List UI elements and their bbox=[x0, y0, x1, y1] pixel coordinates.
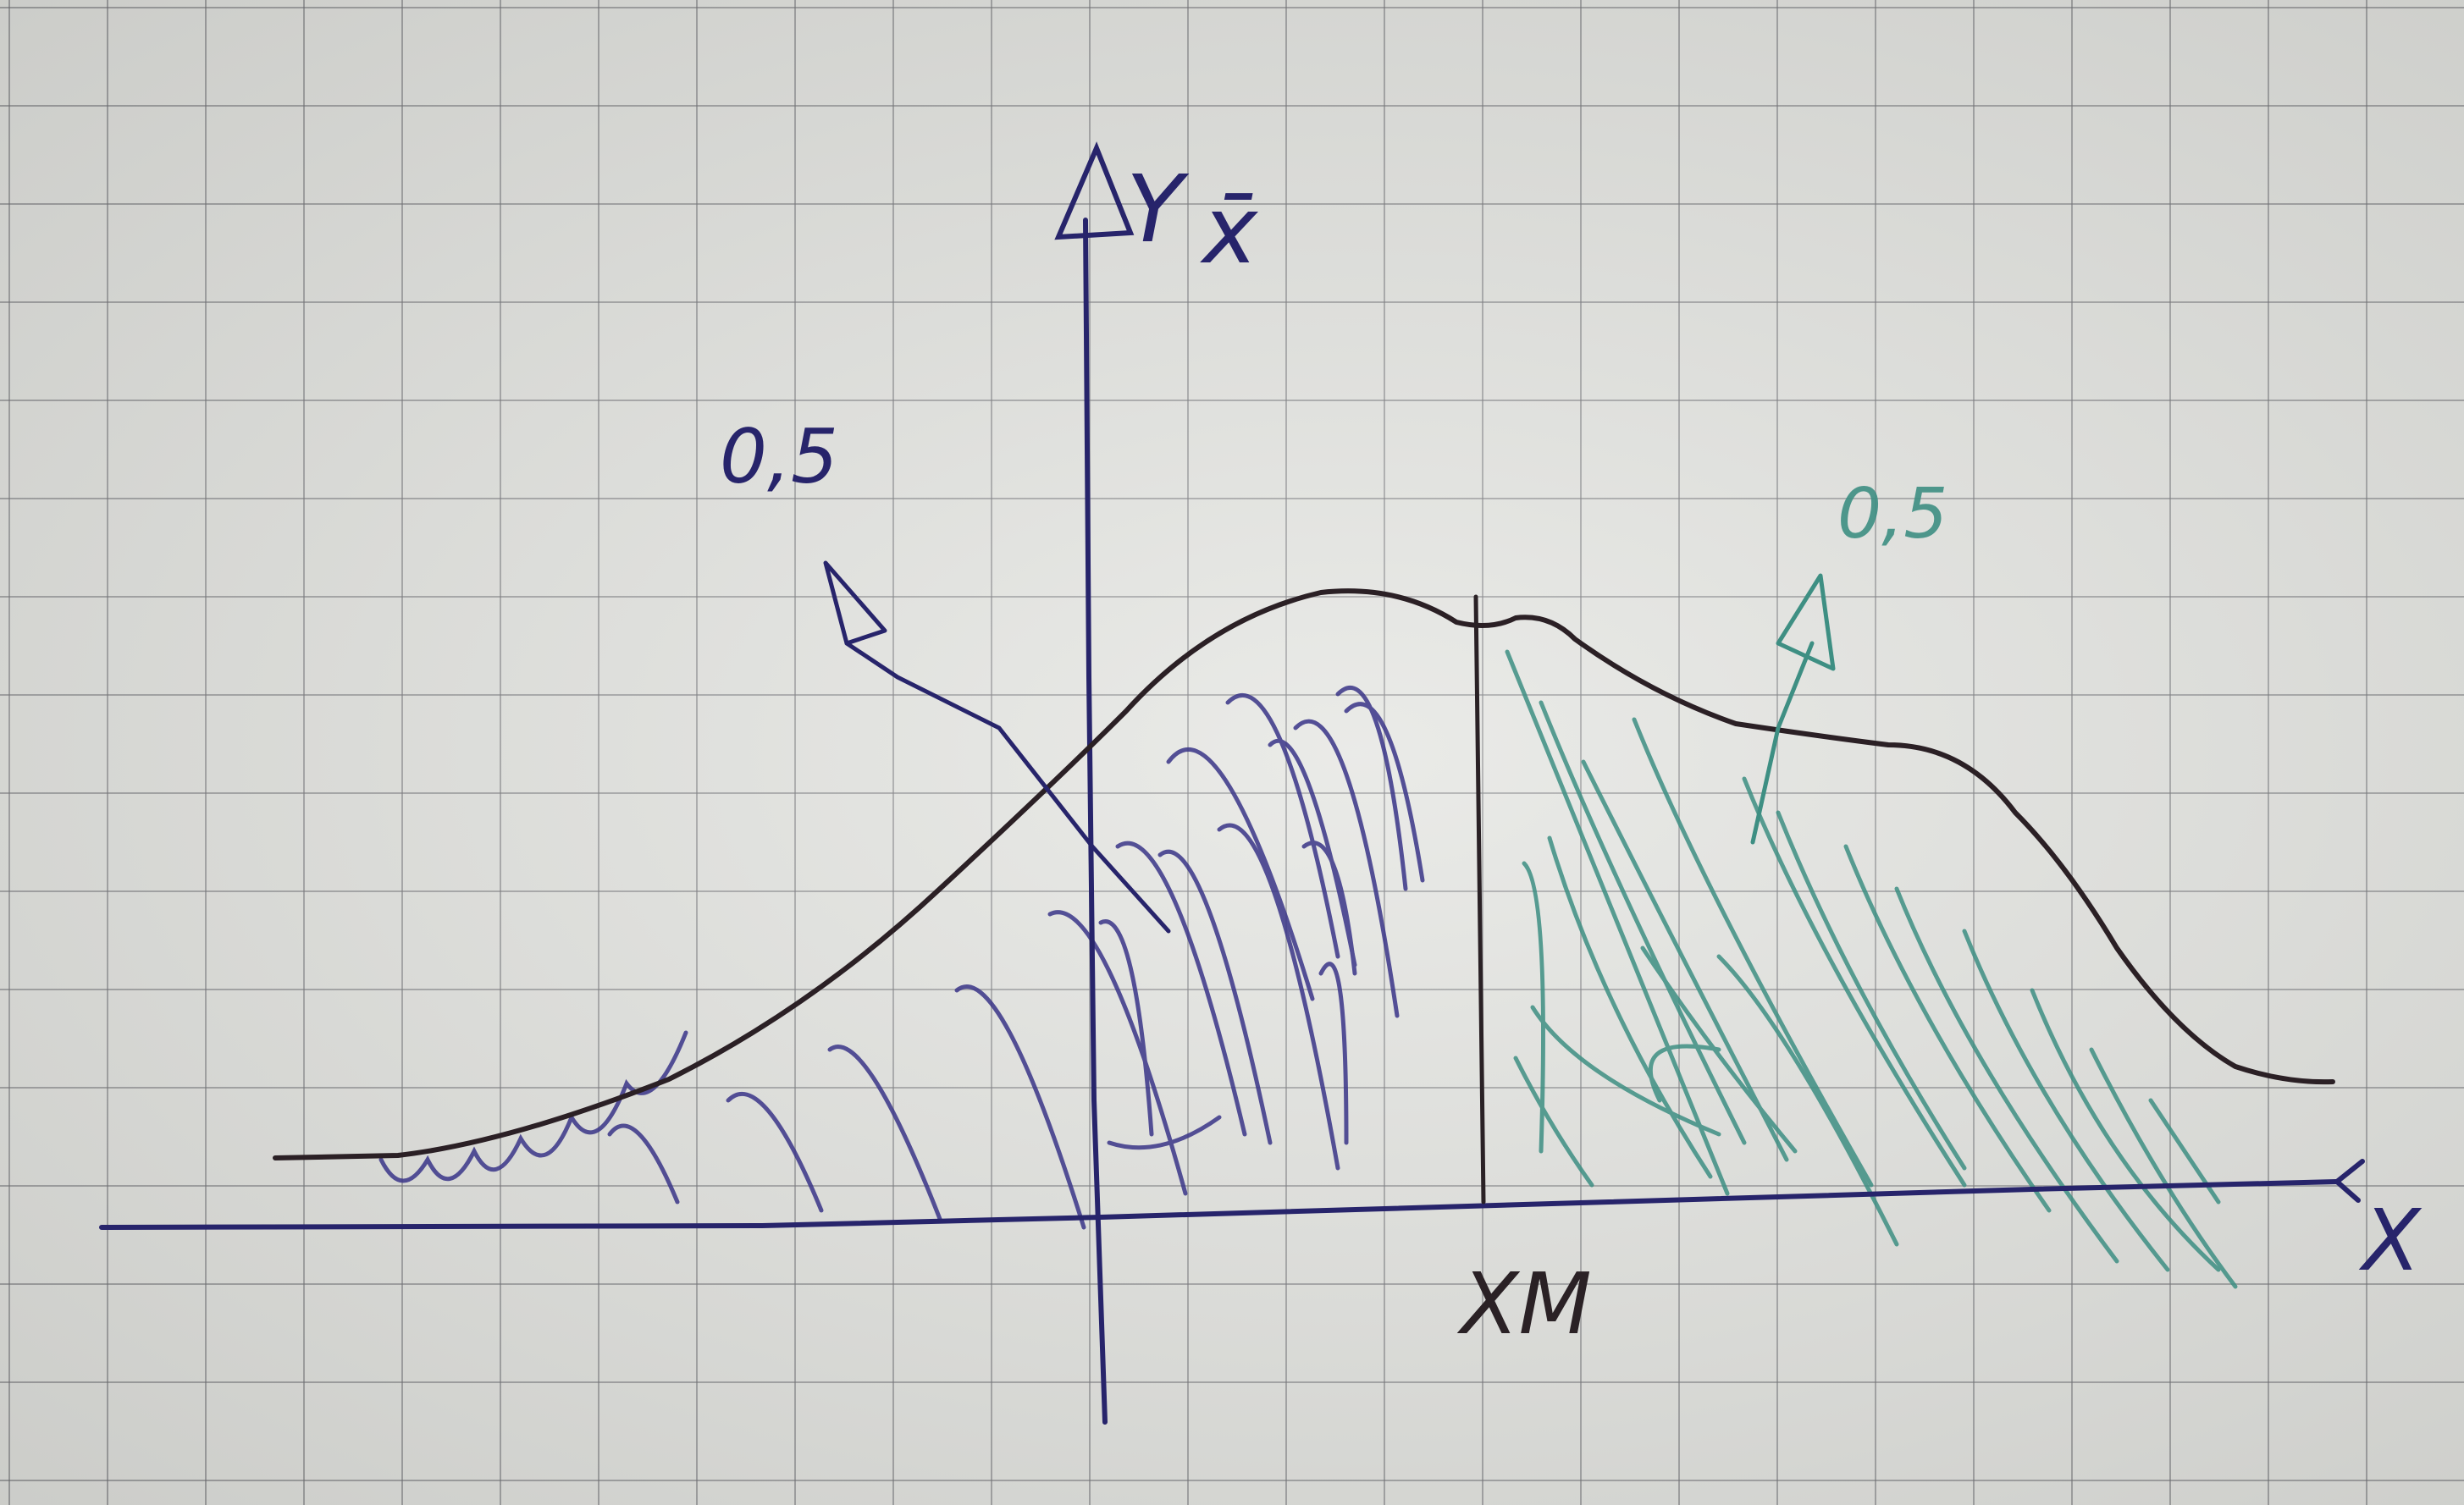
y-axis-mark-label: x̄ bbox=[1200, 176, 1259, 284]
median-line bbox=[1473, 594, 1486, 1205]
left-area-label: 0,5 bbox=[720, 413, 838, 500]
right-area-label: 0,5 bbox=[1837, 474, 1947, 554]
right-area-hatching bbox=[1505, 649, 2238, 1289]
x-axis bbox=[99, 1159, 2365, 1230]
left-area-arrow bbox=[823, 560, 1171, 934]
x-axis-label: X bbox=[2358, 1191, 2423, 1290]
median-label: XM bbox=[1456, 1254, 1592, 1353]
density-curve bbox=[273, 588, 2335, 1160]
y-axis-label: Y bbox=[1126, 155, 1190, 263]
right-area-arrow bbox=[1750, 573, 1836, 845]
left-area-hatching bbox=[378, 686, 1425, 1230]
y-axis bbox=[1054, 141, 1135, 1425]
